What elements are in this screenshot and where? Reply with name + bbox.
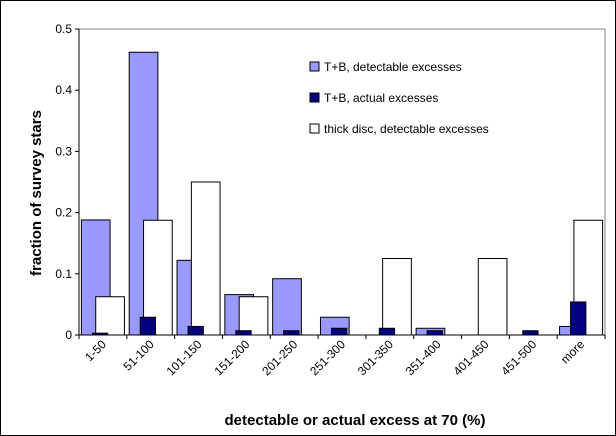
bar-series1-201-250 — [272, 278, 302, 336]
legend: T+B, detectable excesses T+B, actual exce… — [309, 60, 489, 136]
bar-series3-151-200 — [238, 296, 269, 336]
bar-series2-101-150 — [187, 325, 204, 336]
bar-series2-201-250 — [283, 330, 300, 336]
bar-series2-251-300 — [330, 327, 348, 336]
y-axis: 0 0.1 0.2 0.3 0.4 0.5 — [55, 22, 79, 342]
y-tick-label: 0.4 — [55, 83, 72, 97]
bar-series3-1-50 — [95, 296, 125, 336]
legend-label-3: thick disc, detectable excesses — [324, 122, 489, 136]
legend-label-2: T+B, actual excesses — [324, 91, 438, 105]
y-tick-label: 0.1 — [55, 267, 72, 281]
legend-swatch-2 — [309, 92, 320, 103]
legend-swatch-3 — [309, 123, 320, 134]
bar-series2-451-500 — [522, 330, 539, 336]
bar-series3-101-150 — [190, 181, 221, 336]
y-tick-label: 0 — [65, 328, 72, 342]
y-tick-label: 0.3 — [55, 144, 72, 158]
bar-series2-351-400 — [426, 330, 443, 336]
bar-series2-51-100 — [139, 316, 157, 336]
plot-area — [78, 28, 606, 336]
bar-series2-151-200 — [235, 330, 252, 336]
y-tick-label: 0.2 — [55, 206, 72, 220]
legend-swatch-1 — [309, 61, 320, 72]
bar-series2-more — [570, 301, 587, 336]
bar-series3-401-450 — [477, 258, 508, 336]
y-tick-label: 0.5 — [55, 22, 72, 36]
x-axis-title: detectable or actual excess at 70 (%) — [225, 412, 486, 429]
legend-label-1: T+B, detectable excesses — [324, 60, 462, 74]
bar-series3-301-350 — [382, 258, 412, 336]
bar-series2-301-350 — [378, 327, 396, 336]
y-axis-title: fraction of survey stars — [28, 110, 45, 276]
